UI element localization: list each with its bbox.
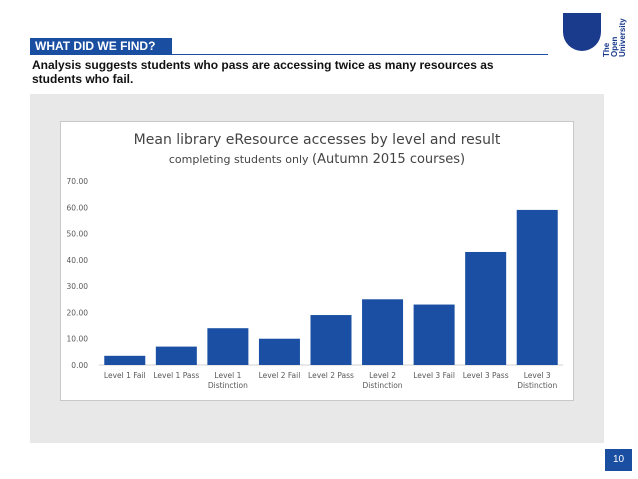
- y-tick-label: 60.00: [67, 203, 89, 212]
- slide-subtitle: Analysis suggests students who pass are …: [32, 58, 494, 86]
- bar: [104, 355, 146, 365]
- bar: [413, 304, 455, 365]
- bar: [310, 315, 352, 365]
- chart-title: Mean library eResource accesses by level…: [133, 132, 501, 148]
- chart-container: Mean library eResource accesses by level…: [60, 121, 574, 401]
- y-tick-label: 70.00: [67, 177, 89, 186]
- logo-shield-icon: [563, 13, 601, 51]
- open-university-logo: The Open University: [563, 13, 627, 63]
- x-tick-label: Level 1 Fail: [104, 371, 146, 380]
- y-tick-label: 0.00: [71, 361, 88, 370]
- section-tag: WHAT DID WE FIND?: [30, 38, 172, 55]
- header-rule: [172, 54, 548, 55]
- y-tick-label: 10.00: [67, 335, 89, 344]
- x-tick-label: Distinction: [208, 381, 248, 390]
- x-tick-label: Level 3 Pass: [463, 371, 509, 380]
- bar: [516, 209, 558, 365]
- x-tick-label: Level 1: [214, 371, 241, 380]
- y-tick-label: 50.00: [67, 230, 89, 239]
- chart-subtitle-small: completing students only: [168, 153, 309, 166]
- logo-line: University: [618, 18, 627, 57]
- x-tick-label: Level 1 Pass: [153, 371, 199, 380]
- x-tick-label: Distinction: [517, 381, 557, 390]
- bar: [155, 346, 197, 365]
- bar: [465, 251, 507, 365]
- x-tick-label: Distinction: [363, 381, 403, 390]
- chart-subtitle-large: (Autumn 2015 courses): [312, 152, 466, 167]
- x-tick-label: Level 3: [524, 371, 551, 380]
- bar: [258, 338, 300, 365]
- x-tick-label: Level 2 Fail: [259, 371, 301, 380]
- x-tick-label: Level 3 Fail: [413, 371, 455, 380]
- chart-subtitle: completing students only (Autumn 2015 co…: [61, 152, 573, 167]
- y-tick-label: 40.00: [67, 256, 89, 265]
- page-number: 10: [605, 449, 632, 471]
- x-tick-label: Level 2 Pass: [308, 371, 354, 380]
- bar: [362, 299, 404, 365]
- y-tick-label: 30.00: [67, 282, 89, 291]
- y-tick-label: 20.00: [67, 308, 89, 317]
- bar: [207, 328, 249, 365]
- bar-chart: 0.00 10.00 20.00 30.00 40.00 50.00 60.00 70.00 L…: [67, 177, 563, 390]
- logo-text: The Open University: [602, 13, 627, 57]
- x-tick-label: Level 2: [369, 371, 396, 380]
